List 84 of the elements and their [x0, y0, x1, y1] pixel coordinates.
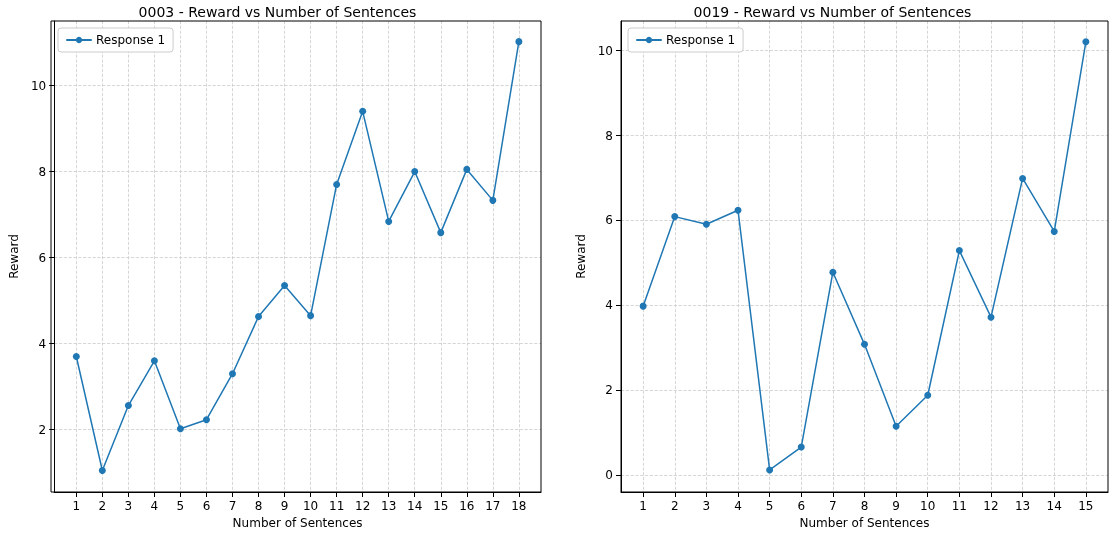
x-tick-label: 8: [860, 499, 869, 513]
x-axis-title: Number of Sentences: [799, 515, 930, 530]
point: [255, 313, 263, 320]
x-tick-label: 17: [485, 499, 501, 513]
point: [150, 357, 158, 365]
point: [333, 180, 341, 188]
x-tick-label: 11: [328, 499, 345, 513]
y-tick-label: 10: [30, 78, 47, 93]
point: [861, 340, 868, 348]
x-tick-label: 5: [176, 499, 185, 513]
point: [124, 402, 132, 410]
x-tick-label: 9: [280, 499, 289, 513]
x-tick-label: 18: [511, 499, 527, 513]
point: [437, 229, 445, 237]
chart-title: 0003 - Reward vs Number of Sentences: [138, 4, 417, 20]
y-tick-label: 6: [605, 213, 613, 228]
point: [463, 165, 471, 173]
x-tick-label: 12: [983, 499, 999, 513]
y-tick-label: 8: [605, 128, 613, 143]
point: [1050, 227, 1058, 235]
y-tick-label: 2: [38, 422, 47, 437]
point: [202, 416, 210, 424]
x-tick-label: 7: [228, 499, 237, 513]
x-tick-label: 10: [920, 499, 936, 513]
point: [797, 443, 805, 451]
point: [72, 353, 80, 360]
point: [734, 206, 742, 214]
y-axis-title: Reward: [573, 234, 588, 279]
point: [1082, 38, 1090, 46]
point: [176, 425, 184, 433]
point: [702, 220, 710, 228]
point: [281, 282, 289, 290]
y-tick-label: 6: [38, 250, 47, 265]
x-tick-label: 14: [407, 499, 423, 513]
x-tick-label: 2: [670, 499, 679, 513]
x-tick-label: 7: [829, 499, 837, 513]
y-tick-label: 4: [38, 336, 47, 351]
x-tick-label: 15: [1078, 499, 1094, 513]
point: [411, 168, 419, 176]
x-tick-label: 1: [639, 499, 647, 513]
x-tick-label: 6: [202, 499, 211, 513]
point: [639, 302, 647, 310]
y-tick-label: 10: [597, 43, 613, 58]
x-tick-label: 5: [765, 499, 774, 513]
x-tick-label: 4: [734, 499, 742, 513]
legend-label: Response 1: [666, 33, 736, 47]
y-tick-label: 2: [605, 383, 613, 398]
point: [829, 268, 837, 276]
x-tick-label: 10: [302, 499, 319, 513]
point: [515, 38, 523, 46]
x-tick-label: 4: [150, 499, 159, 513]
x-axis-title: Number of Sentences: [232, 515, 363, 530]
legend-label: Response 1: [96, 33, 166, 47]
x-tick-label: 1: [72, 499, 81, 513]
x-tick-label: 13: [1014, 499, 1031, 513]
x-tick-label: 3: [124, 499, 133, 513]
point: [892, 422, 900, 430]
point: [671, 213, 679, 221]
x-tick-label: 16: [459, 499, 475, 513]
x-tick-label: 15: [433, 499, 449, 513]
point: [359, 107, 367, 115]
x-tick-label: 13: [381, 499, 397, 513]
x-tick-label: 11: [951, 499, 968, 513]
point: [924, 391, 932, 399]
x-tick-label: 3: [702, 499, 711, 513]
point: [1019, 174, 1027, 182]
point: [489, 196, 497, 204]
x-tick-label: 9: [892, 499, 900, 513]
point: [766, 466, 774, 474]
chart-title: 0019 - Reward vs Number of Sentences: [693, 4, 972, 20]
y-tick-label: 4: [605, 298, 613, 313]
x-tick-label: 14: [1046, 499, 1062, 513]
x-tick-label: 8: [254, 499, 263, 513]
point: [955, 247, 963, 255]
y-tick-label: 8: [38, 164, 47, 179]
point: [98, 466, 106, 474]
point: [307, 312, 315, 320]
point: [229, 370, 236, 378]
y-axis-title: Reward: [7, 234, 21, 279]
x-tick-label: 2: [98, 499, 107, 513]
point: [385, 217, 393, 225]
x-tick-label: 6: [797, 499, 806, 513]
x-tick-label: 12: [355, 499, 371, 513]
y-tick-label: 0: [605, 468, 613, 483]
